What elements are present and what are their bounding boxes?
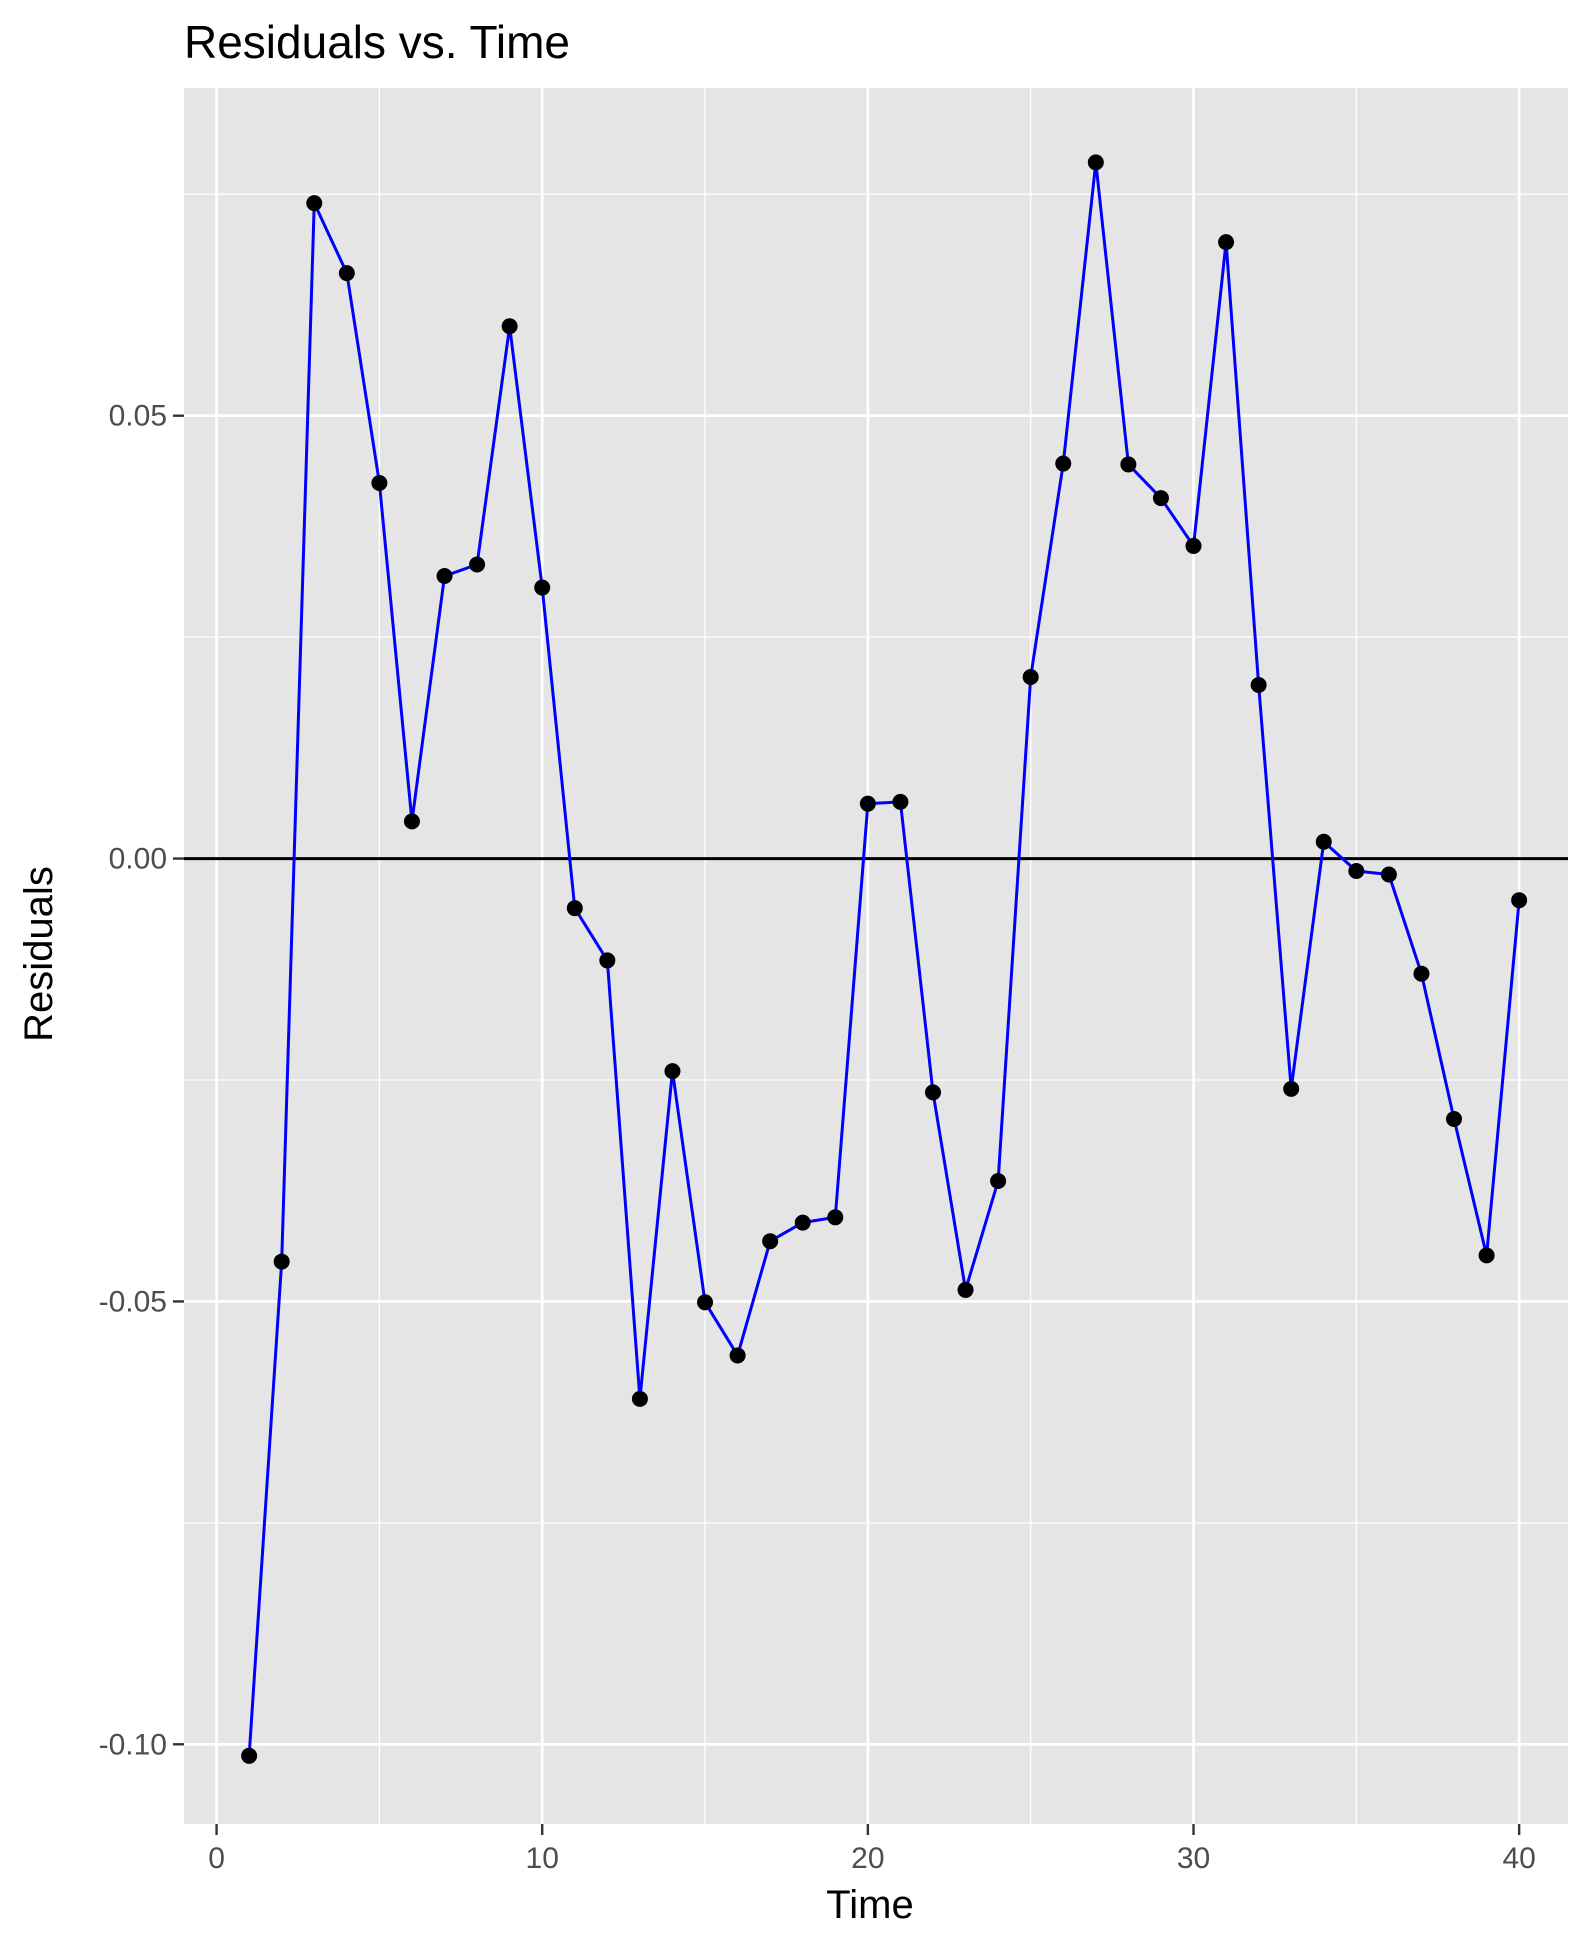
residual-point: [1446, 1110, 1463, 1127]
major-gridlines: [184, 88, 1568, 1824]
x-tick-labels: 0 10 20 30 40: [208, 1842, 1536, 1875]
y-axis-title: Residuals: [17, 866, 61, 1042]
residual-line: [247, 160, 1521, 1756]
residual-point: [436, 568, 453, 585]
residual-point: [469, 556, 486, 573]
y-tick-label: -0.10: [99, 1728, 167, 1761]
residual-point: [371, 475, 388, 492]
residual-point: [338, 265, 355, 282]
axis-ticks: [173, 414, 1521, 1835]
residual-point: [306, 195, 323, 212]
residual-point: [1413, 965, 1430, 982]
chart-title: Residuals vs. Time: [184, 16, 570, 68]
residual-point: [1152, 490, 1169, 507]
residual-point: [566, 900, 583, 917]
minor-gridlines: [184, 88, 1568, 1824]
residual-point: [859, 795, 876, 812]
residual-point: [631, 1390, 648, 1407]
residual-point: [1022, 669, 1039, 685]
residual-point: [501, 318, 518, 335]
residual-series: [241, 154, 1528, 1764]
residual-point: [990, 1172, 1007, 1189]
residual-point: [664, 1063, 681, 1080]
residual-point: [599, 952, 616, 969]
residual-point: [1087, 154, 1104, 171]
residual-point: [1511, 892, 1528, 909]
residual-point: [1120, 456, 1137, 473]
y-tick-label: 0.00: [109, 843, 167, 876]
residual-point: [924, 1084, 941, 1101]
residual-point: [1055, 455, 1072, 472]
residual-point: [1283, 1080, 1300, 1097]
x-tick-label: 40: [1502, 1842, 1535, 1875]
residual-point: [273, 1253, 290, 1270]
residual-point: [1348, 862, 1365, 879]
y-tick-label: 0.05: [109, 400, 167, 433]
residual-point: [1478, 1247, 1495, 1264]
residual-point: [403, 813, 420, 830]
x-tick-label: 0: [208, 1842, 225, 1875]
residual-point: [1218, 234, 1235, 251]
residual-point: [1250, 676, 1267, 693]
x-axis-title: Time: [826, 1883, 913, 1927]
residual-point: [794, 1214, 811, 1231]
plot-panel: [184, 88, 1568, 1824]
y-tick-label: -0.05: [99, 1285, 167, 1318]
residual-point: [892, 793, 909, 810]
residual-point: [729, 1347, 746, 1364]
residual-point: [827, 1209, 844, 1226]
y-tick-labels: -0.10 -0.05 0.00 0.05: [99, 400, 167, 1762]
x-tick-label: 20: [851, 1842, 884, 1875]
residual-point: [957, 1281, 974, 1298]
residual-point: [1315, 833, 1332, 850]
residual-point: [1185, 537, 1202, 554]
x-tick-label: 30: [1177, 1842, 1210, 1875]
x-tick-label: 10: [526, 1842, 559, 1875]
residual-point: [241, 1747, 258, 1764]
residual-point: [534, 579, 551, 596]
residual-point: [1380, 866, 1397, 883]
residual-point: [697, 1294, 714, 1311]
residual-point: [762, 1233, 779, 1250]
